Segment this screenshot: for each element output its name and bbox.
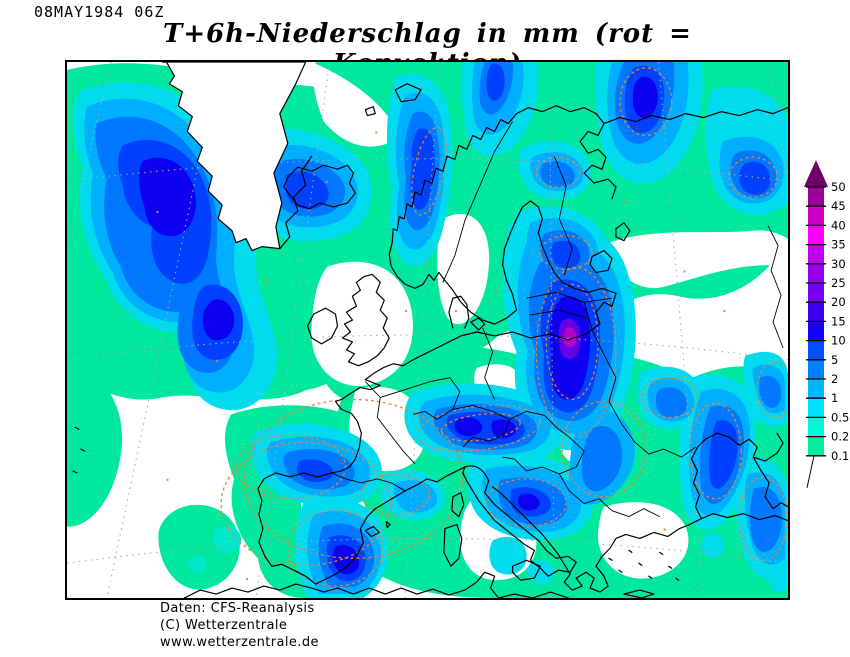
legend-tick-label: 35 [831,238,846,252]
france-west-coast [330,379,381,474]
greenland-ne-coast [279,155,313,250]
aegean-islands [608,549,680,581]
legend-tick-label: 10 [831,334,846,348]
britain-coast [341,273,390,367]
legend-tick-label: 5 [831,353,838,367]
sardinia-coast [443,523,463,567]
run-datetime: 08MAY1984 06Z [34,3,165,21]
legend-segment [808,379,824,399]
legend-arrow [804,160,828,187]
credits-block: Daten: CFS-Reanalysis (C) Wetterzentrale… [160,600,319,651]
lake-ladoga [589,249,613,274]
legend-segment [808,302,824,322]
precipitation-map [67,62,788,598]
legend-tick-label: 45 [831,199,846,213]
azores-islands [72,426,86,474]
legend-tick-label: 50 [831,180,846,194]
legend-segment [808,359,824,380]
legend-tick-label: 25 [831,276,846,290]
graticule-lines [67,62,788,598]
sicily-coast [511,559,541,581]
legend-segment [808,283,824,303]
baltic-south-coast [460,292,617,341]
legend-segment [808,225,824,246]
legend-segment [808,340,824,361]
greenland-coast [161,62,307,252]
legend-tick-label: 0.2 [831,430,849,444]
adriatic-greece-coast [492,486,715,593]
legend-tick-label: 0.5 [831,410,849,424]
website-line: www.wetterzentrale.de [160,635,319,650]
legend-segment [808,417,824,438]
legend-tick-label: 15 [831,314,846,328]
blacksea-west-north-coast [690,432,788,520]
ireland-coast [307,307,339,345]
legend-tail-line [806,455,815,488]
legend-tick-label: 1 [831,391,838,405]
precip-level-darkblue [138,76,658,575]
convection-contours [126,67,788,587]
northsea-coast [364,335,462,381]
denmark-coast [448,295,486,331]
legend-tick-label: 2 [831,372,838,386]
arctic-russia-coast [603,107,788,125]
north-africa-coast [183,571,569,598]
country-borders [365,121,784,518]
legend-scale: 50 45 40 35 30 25 20 15 10 5 2 1 0.5 0.2 0.1 [804,160,849,488]
iceland-coast [283,164,356,210]
pyrenees-border [331,472,406,492]
corsica-coast [451,492,465,518]
data-source-line: Daten: CFS-Reanalysis [160,601,315,616]
crete-coast [623,589,655,598]
legend-tick-label: 40 [831,218,846,232]
map-canvas [65,60,790,600]
legend-tick-label: 20 [831,295,846,309]
legend-segment [808,398,824,418]
iberia-coast [257,466,466,585]
legend-segment [808,244,824,265]
lake-onega [615,222,631,242]
legend-segment [808,436,824,457]
kola-whitesea-coast [515,105,617,200]
blacksea-south-coast [712,513,788,522]
copyright-line: (C) Wetterzentrale [160,618,288,633]
legend-segment [808,263,824,284]
norway-sweden-coast [388,113,617,325]
precipitation-legend: 50 45 40 35 30 25 20 15 10 5 2 1 0.5 0.2 0.1 [804,160,850,510]
legend-tick-label: 0.1 [831,449,849,463]
legend-tick-label: 30 [831,257,846,271]
italy-coast [462,465,577,577]
legend-segment [808,206,824,226]
convection-specks [126,101,726,581]
legend-segment [808,321,824,342]
balearics [364,520,391,538]
svalbard-islands [364,83,422,117]
legend-segment [808,187,824,207]
coastlines-layer [72,62,788,598]
